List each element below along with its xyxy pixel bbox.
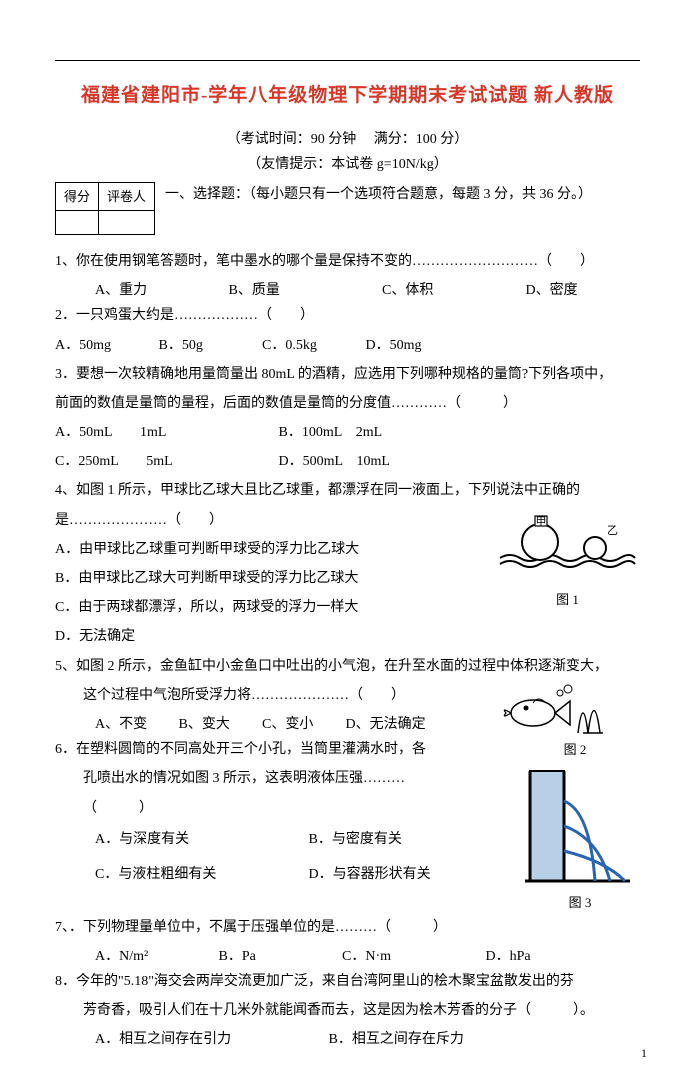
q5-options: A、不变 B、变大 C、变小 D、无法确定	[55, 712, 490, 737]
score-table: 得分 评卷人	[55, 182, 155, 235]
q4-opt-d: D．无法确定	[55, 624, 495, 649]
figure-1: 甲 乙	[495, 508, 640, 588]
score-col2: 评卷人	[99, 182, 155, 210]
q4-opt-a: A．由甲球比乙球重可判断甲球受的浮力比乙球大	[55, 537, 495, 562]
q3-row2: C．250mL 5mL D．500mL 10mL	[55, 449, 640, 474]
q6-stem2: 孔喷出水的情况如图 3 所示，这表明液体压强………	[55, 766, 520, 791]
q6-opt-a: A．与深度有关	[95, 827, 305, 852]
q8-stem2: 芳奇香，吸引人们在十几米外就能闻香而去，这是因为桧木芳香的分子（ ）。	[55, 998, 640, 1023]
q6-stem1: 6．在塑料圆筒的不同高处开三个小孔，当筒里灌满水时，各	[55, 737, 490, 762]
q2-opt-c: C．0.5kg	[262, 333, 362, 358]
q6-stem3: （ ）	[55, 796, 520, 821]
q3-stem1: 3．要想一次较精确地用量筒量出 80mL 的酒精，应选用下列哪种规格的量筒?下列…	[55, 362, 640, 387]
q7-opt-b: B．Pa	[219, 944, 339, 969]
q1-opt-a: A、重力	[95, 278, 225, 303]
q1-opt-b: B、质量	[229, 278, 379, 303]
q7-opt-a: A．N/m²	[95, 944, 215, 969]
q4-stem1: 4、如图 1 所示，甲球比乙球大且比乙球重，都漂浮在同一液面上，下列说法中正确的	[55, 478, 640, 503]
q7-stem: 7、．下列物理量单位中，不属于压强单位的是………（ ）	[55, 915, 640, 940]
q5-stem1: 5、如图 2 所示，金鱼缸中小金鱼口中吐出的小气泡，在升至水面的过程中体积逐渐变…	[55, 654, 640, 679]
fig3-caption: 图 3	[520, 891, 640, 914]
q6-opt-c: C．与液柱粗细有关	[95, 862, 305, 887]
q1-opt-d: D、密度	[526, 278, 578, 303]
exam-hint: （友情提示：本试卷 g=10N/kg）	[55, 152, 640, 177]
figure-2	[498, 683, 608, 738]
q1-opt-c: C、体积	[382, 278, 522, 303]
q5-opt-c: C、变小	[262, 712, 342, 737]
q7-opt-c: C．N·m	[342, 944, 482, 969]
q8-options: A．相互之间存在引力 B．相互之间存在斥力	[55, 1027, 640, 1052]
score-blank1	[56, 210, 99, 234]
section1-heading: 一、选择题：（每小题只有一个选项符合题意，每题 3 分，共 36 分。）	[155, 182, 640, 207]
fig2-caption: 图 2	[490, 738, 640, 761]
q2-opt-b: B．50g	[159, 333, 259, 358]
q4-opt-c: C．由于两球都漂浮，所以，两球受的浮力一样大	[55, 595, 495, 620]
q7-opt-d: D．hPa	[486, 944, 531, 969]
q3-row1: A．50mL 1mL B．100mL 2mL	[55, 420, 640, 445]
q1-stem: 1、你在使用钢笔答题时，笔中墨水的哪个量是保持不变的………………………（ ）	[55, 249, 640, 274]
q7-options: A．N/m² B．Pa C．N·m D．hPa	[55, 944, 640, 969]
fig1-label-yi: 乙	[607, 524, 618, 537]
q2-opt-d: D．50mg	[366, 333, 422, 358]
q2-stem: 2．一只鸡蛋大约是………………（ ）	[55, 303, 640, 328]
q3-opt-a: A．50mL 1mL	[55, 420, 275, 445]
q6-row1: A．与深度有关 B．与密度有关	[55, 827, 520, 852]
q6-opt-b: B．与密度有关	[309, 827, 402, 852]
fig1-label-jia: 甲	[536, 516, 547, 528]
q5-opt-b: B、变大	[179, 712, 259, 737]
q2-options: A．50mg B．50g C．0.5kg D．50mg	[55, 333, 640, 358]
q6-row2: C．与液柱粗细有关 D．与容器形状有关	[55, 862, 520, 887]
q3-stem2: 前面的数值是量筒的量程，后面的数值是量筒的分度值…………（ ）	[55, 391, 640, 416]
q2-opt-a: A．50mg	[55, 333, 155, 358]
q8-opt-b: B．相互之间存在斥力	[329, 1027, 464, 1052]
q3-opt-b: B．100mL 2mL	[279, 420, 383, 445]
q5-stem2: 这个过程中气泡所受浮力将…………………（ ）	[55, 683, 490, 708]
score-col1: 得分	[56, 182, 99, 210]
figure-3	[520, 766, 635, 891]
q8-opt-a: A．相互之间存在引力	[95, 1027, 325, 1052]
fig1-caption: 图 1	[495, 588, 640, 611]
q1-options: A、重力 B、质量 C、体积 D、密度	[55, 278, 640, 303]
q5-opt-a: A、不变	[95, 712, 175, 737]
page-number: 1	[641, 1043, 647, 1065]
exam-info: （考试时间：90 分钟 满分：100 分）	[55, 127, 640, 152]
exam-title: 福建省建阳市-学年八年级物理下学期期末考试试题 新人教版	[55, 79, 640, 113]
score-blank2	[99, 210, 155, 234]
q4-opt-b: B．由甲球比乙球大可判断甲球受的浮力比乙球大	[55, 566, 495, 591]
q4-stem2: 是…………………（ ）	[55, 508, 495, 533]
top-rule	[55, 60, 640, 61]
q3-opt-c: C．250mL 5mL	[55, 449, 275, 474]
q6-opt-d: D．与容器形状有关	[309, 862, 431, 887]
q5-opt-d: D、无法确定	[346, 712, 426, 737]
q3-opt-d: D．500mL 10mL	[279, 449, 390, 474]
